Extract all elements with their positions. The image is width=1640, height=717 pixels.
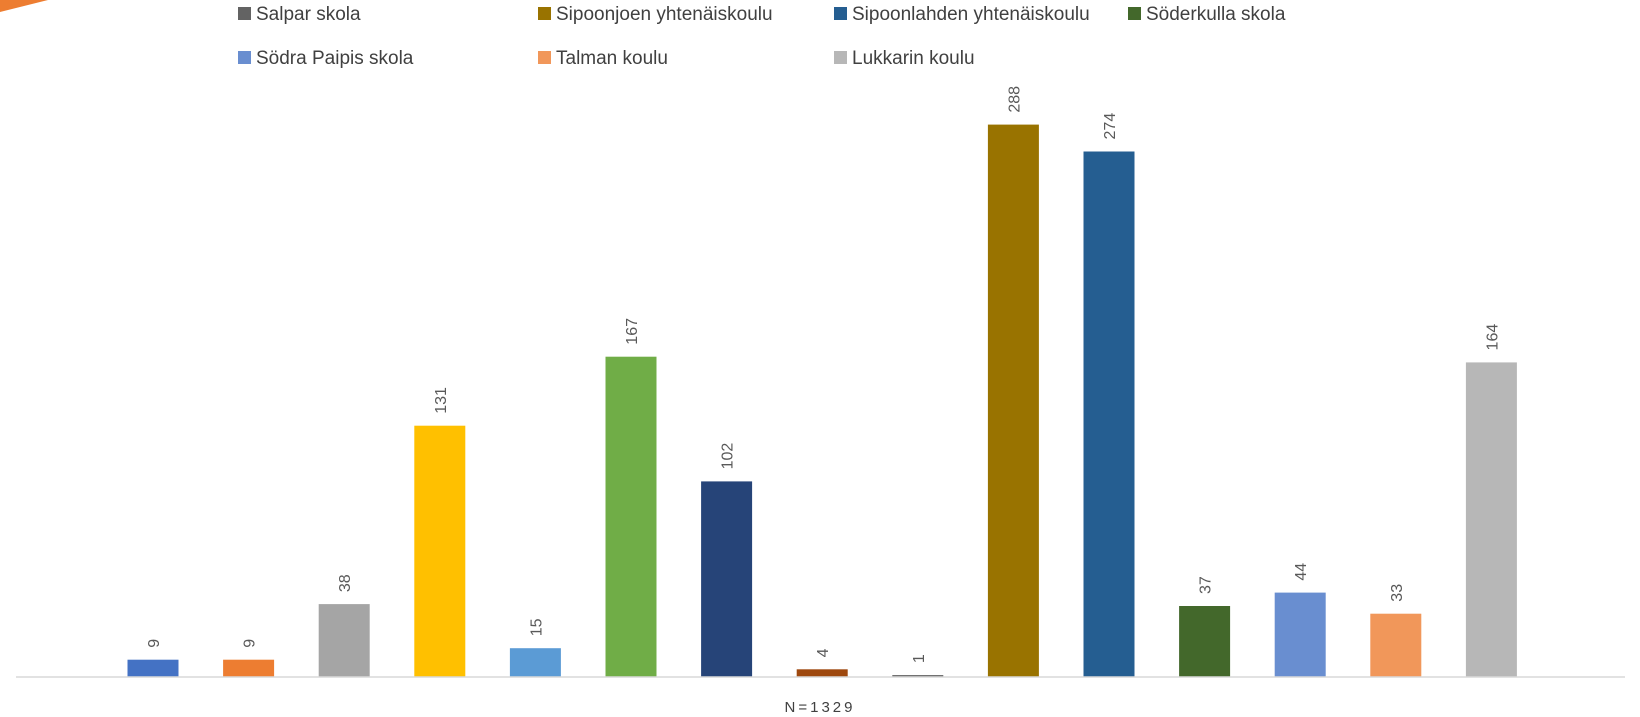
bar-4	[414, 425, 466, 677]
bar-3	[318, 604, 370, 677]
legend-swatch-5	[238, 51, 251, 64]
value-label-2: 9	[242, 639, 259, 648]
value-label-6: 167	[624, 318, 641, 345]
bar-1	[127, 659, 179, 677]
legend-label-2: Sipoonjoen yhtenäiskoulu	[556, 4, 773, 25]
value-label-10: 288	[1006, 86, 1023, 113]
legend-swatch-2	[538, 7, 551, 20]
legend-label-1: Salpar skola	[256, 4, 361, 25]
value-label-8: 4	[815, 648, 832, 657]
bar-11	[1083, 151, 1135, 677]
value-labels: 9 9 38 131 15 167 102 4 1 288 274 37 44 33 164	[146, 86, 1501, 663]
value-label-7: 102	[720, 443, 737, 470]
bar-6	[605, 356, 657, 677]
legend-swatch-7	[834, 51, 847, 64]
legend-label-7: Lukkarin koulu	[852, 48, 975, 69]
value-label-13: 44	[1293, 563, 1310, 581]
corner-accent	[0, 0, 48, 12]
value-label-15: 164	[1484, 324, 1501, 351]
value-label-5: 15	[528, 618, 545, 636]
sample-size-note: N=1329	[785, 699, 856, 716]
legend-swatch-1	[238, 7, 251, 20]
legend-swatch-6	[538, 51, 551, 64]
bar-5	[509, 648, 561, 677]
value-label-14: 33	[1389, 584, 1406, 602]
value-label-11: 274	[1102, 113, 1119, 140]
bar-8	[796, 669, 848, 677]
value-label-3: 38	[337, 574, 354, 592]
value-label-1: 9	[146, 639, 163, 648]
bar-2	[223, 659, 275, 677]
legend-swatch-3	[834, 7, 847, 20]
bars	[127, 124, 1517, 678]
legend-label-3: Sipoonlahden yhtenäiskoulu	[852, 4, 1090, 25]
bar-7	[701, 481, 753, 677]
legend-label-6: Talman koulu	[556, 48, 668, 69]
legend-label-4: Söderkulla skola	[1146, 4, 1286, 25]
legend-label-5: Södra Paipis skola	[256, 48, 414, 69]
bar-13	[1274, 592, 1326, 677]
value-label-9: 1	[911, 654, 928, 663]
value-label-12: 37	[1198, 576, 1215, 594]
legend: Salpar skola Sipoonjoen yhtenäiskoulu Sipo…	[238, 4, 1286, 69]
bar-10	[987, 124, 1039, 678]
bar-12	[1179, 606, 1231, 677]
value-label-4: 131	[433, 387, 450, 414]
bar-9	[892, 675, 944, 677]
legend-swatch-4	[1128, 7, 1141, 20]
bar-15	[1465, 362, 1517, 677]
bar-14	[1370, 613, 1422, 677]
